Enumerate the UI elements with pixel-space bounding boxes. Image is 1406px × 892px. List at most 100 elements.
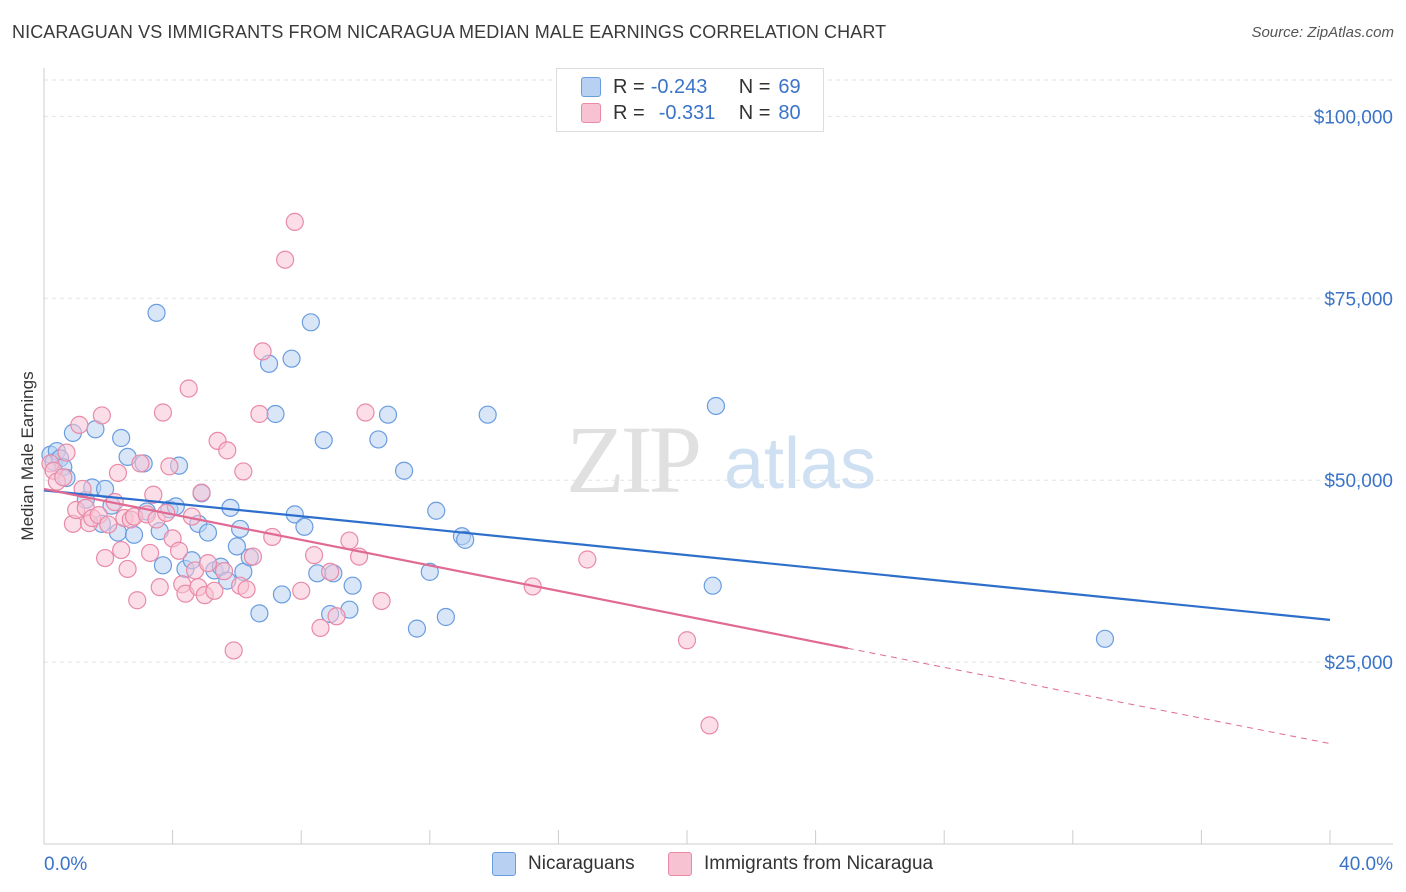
point-immigrants [218,441,237,460]
point-immigrants [700,716,719,735]
axes [43,68,1393,845]
legend-n-value: 69 [778,75,801,98]
point-immigrants [372,591,391,611]
point-nicaraguans [706,396,726,416]
point-nicaraguans [478,405,497,424]
point-immigrants [237,580,256,599]
point-immigrants [108,463,128,483]
point-nicaraguans [343,576,362,595]
point-immigrants [118,559,137,579]
legend-r-value: -0.331 [658,101,716,124]
trend-lines [43,487,1331,745]
point-nicaraguans [272,585,292,604]
point-nicaraguans [420,562,439,581]
point-nicaraguans [124,525,144,544]
point-immigrants [92,406,111,425]
point-immigrants [57,443,76,462]
point-nicaraguans [314,431,333,450]
point-immigrants [99,515,118,534]
x-tick-label: 0.0% [44,854,87,875]
legend-n-value: 80 [778,101,801,124]
legend-r-label: R = [613,101,645,124]
correlation-legend: R = -0.243 N = 69 R = -0.331 N = 80 [556,68,824,132]
point-nicaraguans [407,619,427,638]
point-nicaraguans [198,523,218,542]
legend-row-nicaraguans: R = -0.243 N = 69 [581,75,801,99]
trend-line-immigrants-extension [847,647,1331,745]
y-tick-label: $50,000 [1324,471,1393,492]
point-immigrants [276,250,295,269]
point-immigrants [250,404,269,424]
point-immigrants [292,581,311,600]
chart-title: NICARAGUAN VS IMMIGRANTS FROM NICARAGUA … [12,22,887,42]
point-nicaraguans [250,604,269,623]
point-immigrants [285,212,304,231]
bottom-legend-label: Immigrants from Nicaragua [704,853,934,874]
point-immigrants [169,541,189,560]
point-nicaraguans [1095,629,1115,648]
point-immigrants [153,403,173,422]
point-immigrants [214,562,234,581]
point-nicaraguans [301,313,320,332]
point-nicaraguans [703,576,722,595]
legend-swatch-pink [581,103,601,123]
watermark-atlas: atlas [724,424,876,504]
point-nicaraguans [394,461,414,480]
point-immigrants [311,618,330,637]
point-immigrants [128,591,147,610]
point-immigrants [179,379,198,398]
data-points [41,212,1115,735]
point-nicaraguans [147,303,166,322]
y-tick-label: $100,000 [1314,107,1393,128]
point-immigrants [150,578,169,597]
point-nicaraguans [227,537,246,556]
point-immigrants [340,531,359,550]
point-immigrants [224,641,243,660]
point-nicaraguans [378,405,398,424]
point-nicaraguans [436,607,455,627]
legend-n-label: N = [738,101,771,124]
legend-r-label: R = [613,75,645,98]
point-immigrants [70,415,89,434]
point-nicaraguans [369,430,388,449]
bottom-legend-swatch-blue [492,852,516,876]
y-tick-label: $25,000 [1324,653,1393,674]
legend-row-immigrants: R = -0.331 N = 80 [581,101,801,125]
trend-line-immigrants [43,487,848,650]
point-immigrants [160,457,179,476]
trend-line-nicaraguans [43,489,1331,621]
point-immigrants [304,546,324,565]
point-immigrants [578,550,597,569]
point-immigrants [321,562,340,581]
y-axis-label: Median Male Earnings [18,371,37,541]
point-immigrants [327,607,346,626]
point-immigrants [234,462,253,481]
bottom-legend-swatch-pink [668,852,692,876]
y-tick-label: $75,000 [1324,289,1393,310]
point-nicaraguans [266,404,285,424]
point-immigrants [54,468,73,487]
point-immigrants [131,454,150,473]
point-nicaraguans [282,349,301,368]
bottom-legend-nicaraguans: Nicaraguans [492,852,635,876]
tick-labels: $25,000 $50,000 $75,000 $100,000 0.0% 40.0% [44,107,1393,875]
chart-source: Source: ZipAtlas.com [1251,24,1394,41]
bottom-legend-immigrants: Immigrants from Nicaragua [668,852,933,876]
legend-r-value: -0.243 [650,75,708,98]
bottom-legend-label: Nicaraguans [528,853,635,874]
point-immigrants [95,548,115,568]
point-immigrants [263,527,282,547]
point-immigrants [198,554,218,573]
point-immigrants [112,540,131,560]
point-nicaraguans [295,517,314,536]
point-immigrants [243,547,263,566]
point-nicaraguans [456,530,475,549]
point-immigrants [140,543,160,563]
x-tick-label: 40.0% [1339,854,1393,875]
watermark-zip: ZIP [566,406,699,513]
watermark: ZIP atlas [566,406,876,513]
point-nicaraguans [427,501,446,520]
point-immigrants [356,403,375,422]
point-nicaraguans [153,556,173,575]
